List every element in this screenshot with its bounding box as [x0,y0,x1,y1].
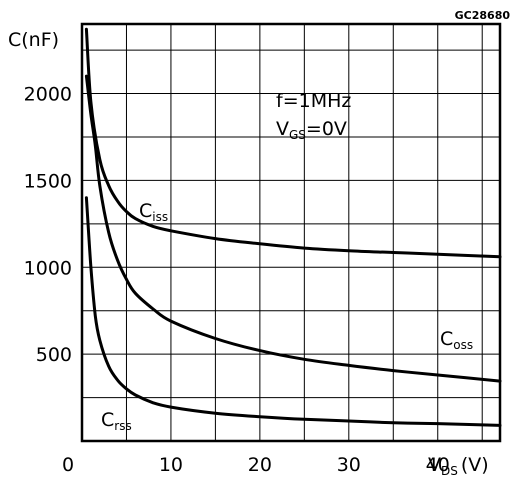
plot-frame [80,22,502,443]
y-axis-label: C(nF) [8,29,59,51]
x-tick-label: 30 [337,454,361,476]
x-axis-label-unit: (V) [461,454,489,476]
x-tick-label: 0 [62,454,74,476]
grid [82,24,500,441]
y-tick-label: 500 [36,344,72,366]
tick-labels: 0 10 20 30 40 500 1000 1500 2000 [24,84,450,477]
curves [84,27,502,427]
curve-ciss [84,27,502,259]
y-tick-label: 1500 [24,170,72,192]
curve-crss [84,196,502,427]
x-tick-label: 10 [159,454,183,476]
series-label-crss: Crss [101,409,132,433]
x-tick-label: 20 [248,454,272,476]
y-tick-label: 2000 [24,84,72,106]
figure-code: GC28680 [455,9,511,22]
condition-frequency: f=1MHz [276,90,351,112]
series-label-ciss: Ciss [139,200,168,224]
x-axis-label-main: V [428,454,441,476]
condition-vgs-main: V [276,118,289,140]
series-label-coss: Coss [440,328,473,352]
x-axis-label-sub: DS [441,464,458,477]
condition-vgs-rest: =0V [306,118,347,140]
y-tick-label: 1000 [24,257,72,279]
condition-vgs: VGS=0V [276,118,347,142]
condition-vgs-sub: GS [289,128,306,142]
x-axis-label: VDS (V) [428,454,489,477]
x-tick-label: 40 [426,454,450,476]
curve-coss [84,74,502,383]
